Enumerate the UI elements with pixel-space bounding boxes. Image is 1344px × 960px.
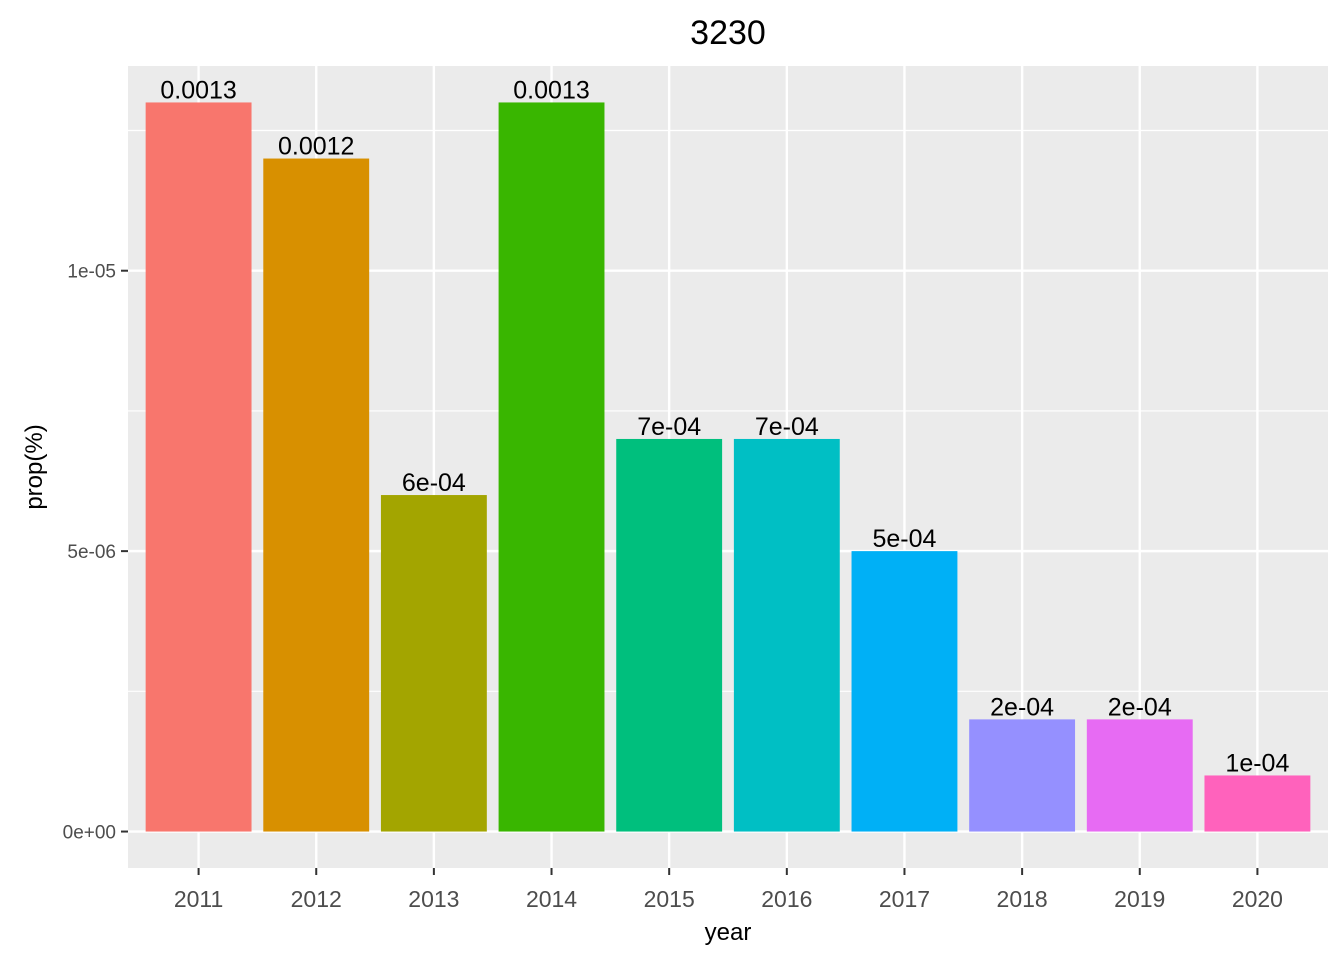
bar-2018 <box>969 719 1076 832</box>
bars <box>145 102 1311 832</box>
bar-2019 <box>1086 719 1193 832</box>
x-tick-label-2011: 2011 <box>174 886 223 912</box>
bar-label-2016: 7e-04 <box>755 413 819 441</box>
bar-label-2020: 1e-04 <box>1225 749 1289 777</box>
bar-label-2018: 2e-04 <box>990 693 1054 721</box>
x-tick-label-2012: 2012 <box>291 886 342 912</box>
x-tick-label-2016: 2016 <box>761 886 812 912</box>
x-tick-label-2018: 2018 <box>997 886 1048 912</box>
bar-2014 <box>498 102 605 832</box>
x-tick-label-2015: 2015 <box>644 886 695 912</box>
bar-label-2015: 7e-04 <box>637 413 701 441</box>
y-tick-label: 1e-05 <box>67 262 116 283</box>
x-axis: 2011 2012 2013 2014 2015 2016 2017 2018 2019 2020 <box>174 868 1283 912</box>
x-tick-label-2020: 2020 <box>1232 886 1283 912</box>
bar-2013 <box>380 495 487 832</box>
y-tick-label: 5e-06 <box>67 542 116 563</box>
y-axis: 0e+00 5e-06 1e-05 <box>63 262 128 844</box>
bar-label-2014: 0.0013 <box>513 76 589 104</box>
bar-2016 <box>733 438 840 832</box>
x-tick-label-2017: 2017 <box>879 886 930 912</box>
bar-2011 <box>145 102 252 832</box>
bar-label-2019: 2e-04 <box>1108 693 1172 721</box>
x-tick-label-2013: 2013 <box>408 886 459 912</box>
y-axis-title: prop(%) <box>21 424 48 509</box>
bar-label-2017: 5e-04 <box>872 525 936 553</box>
bar-labels: 0.0013 0.0012 6e-04 0.0013 7e-04 7e-04 5e-04 2e… <box>160 76 1289 777</box>
y-tick-label: 0e+00 <box>63 823 116 844</box>
x-axis-title: year <box>705 919 752 946</box>
bar-2012 <box>263 158 370 832</box>
x-tick-label-2019: 2019 <box>1114 886 1165 912</box>
bar-2015 <box>616 438 723 832</box>
bar-label-2012: 0.0012 <box>278 133 354 161</box>
bar-2020 <box>1204 775 1311 832</box>
chart-title: 3230 <box>690 14 766 52</box>
x-tick-label-2014: 2014 <box>526 886 577 912</box>
bar-label-2011: 0.0013 <box>160 76 236 104</box>
bar-label-2013: 6e-04 <box>402 469 466 497</box>
bar-2017 <box>851 551 958 832</box>
